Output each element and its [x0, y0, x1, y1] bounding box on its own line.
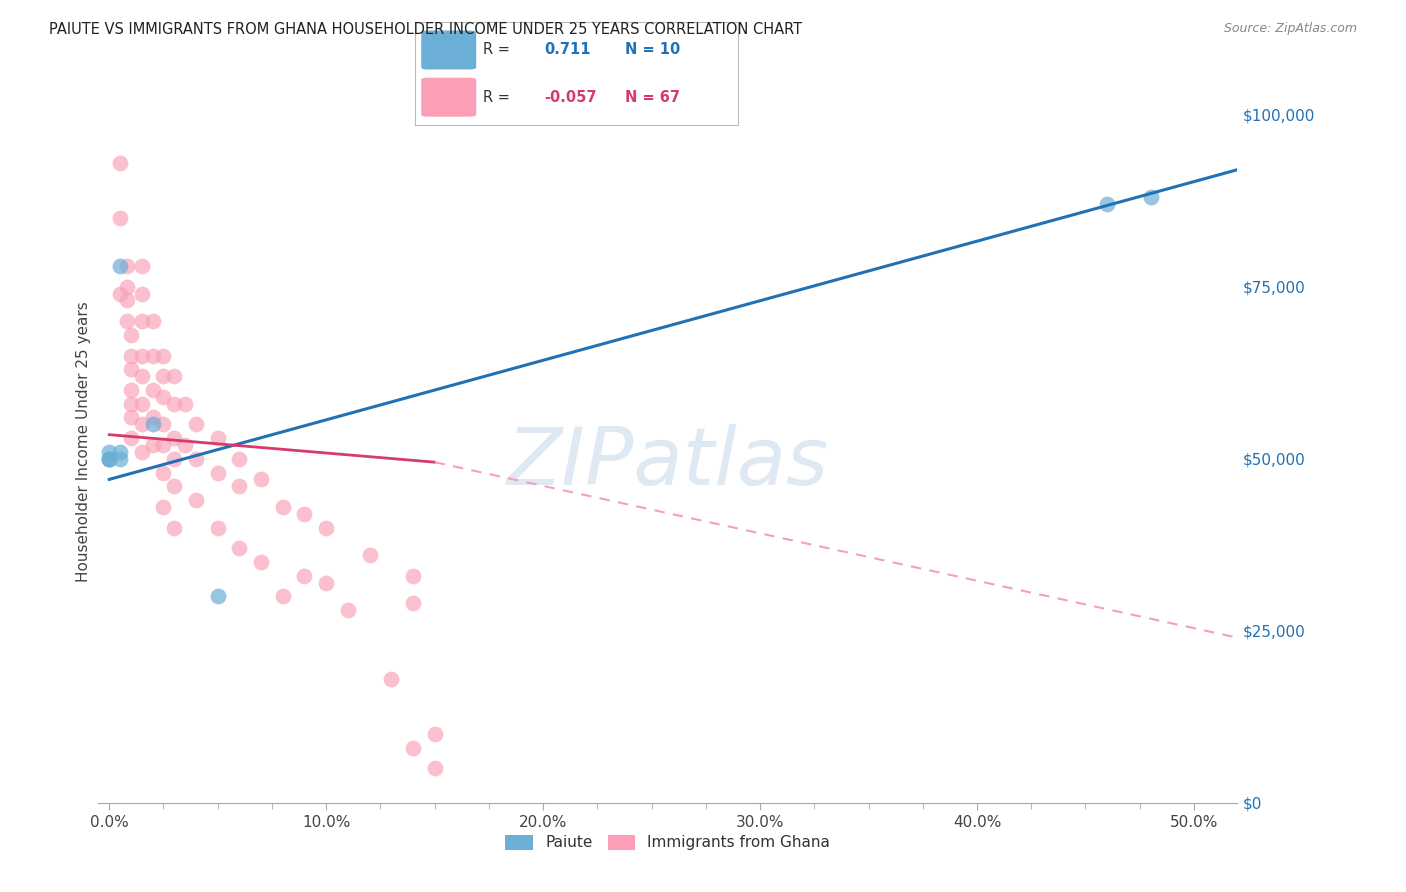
Point	[108, 156, 131, 170]
Point	[131, 349, 153, 363]
FancyBboxPatch shape	[422, 30, 477, 70]
Text: N = 67: N = 67	[624, 90, 681, 104]
Point	[142, 349, 165, 363]
Point	[207, 590, 229, 604]
Point	[152, 349, 174, 363]
Point	[108, 211, 131, 225]
Point	[184, 493, 207, 508]
Point	[98, 451, 121, 466]
Point	[120, 397, 142, 411]
Point	[131, 259, 153, 273]
Point	[120, 362, 142, 376]
Point	[1139, 190, 1161, 204]
Point	[294, 568, 316, 582]
Point	[142, 417, 165, 432]
Point	[294, 507, 316, 521]
Point	[152, 466, 174, 480]
Point	[152, 369, 174, 384]
Y-axis label: Householder Income Under 25 years: Householder Income Under 25 years	[76, 301, 91, 582]
Point	[228, 541, 250, 556]
Point	[131, 314, 153, 328]
Point	[271, 590, 294, 604]
Point	[423, 761, 446, 775]
Point	[115, 279, 138, 293]
Point	[228, 479, 250, 493]
Point	[207, 466, 229, 480]
Point	[228, 451, 250, 466]
Point	[115, 259, 138, 273]
Point	[142, 314, 165, 328]
Text: R =: R =	[482, 43, 509, 57]
Point	[131, 369, 153, 384]
Point	[120, 383, 142, 397]
Point	[207, 520, 229, 534]
Point	[380, 672, 402, 686]
Point	[207, 431, 229, 445]
Point	[120, 327, 142, 342]
Point	[142, 438, 165, 452]
Point	[152, 500, 174, 514]
Point	[98, 451, 121, 466]
FancyBboxPatch shape	[422, 78, 477, 117]
Text: Source: ZipAtlas.com: Source: ZipAtlas.com	[1223, 22, 1357, 36]
Point	[108, 445, 131, 459]
Text: ZIPatlas: ZIPatlas	[506, 425, 830, 502]
Point	[184, 451, 207, 466]
Text: R =: R =	[482, 90, 509, 104]
Point	[131, 417, 153, 432]
Point	[152, 390, 174, 404]
Point	[120, 349, 142, 363]
Point	[120, 431, 142, 445]
Point	[142, 383, 165, 397]
Point	[402, 568, 425, 582]
Point	[131, 397, 153, 411]
Point	[152, 438, 174, 452]
Text: N = 10: N = 10	[624, 43, 681, 57]
Point	[163, 369, 186, 384]
Point	[163, 479, 186, 493]
Point	[271, 500, 294, 514]
Point	[174, 397, 197, 411]
Point	[131, 445, 153, 459]
Point	[108, 286, 131, 301]
Point	[163, 397, 186, 411]
Point	[315, 520, 337, 534]
Point	[163, 520, 186, 534]
Legend: Paiute, Immigrants from Ghana: Paiute, Immigrants from Ghana	[499, 829, 837, 856]
Point	[163, 451, 186, 466]
Point	[250, 555, 273, 569]
Point	[402, 596, 425, 610]
Point	[1095, 197, 1118, 211]
Point	[152, 417, 174, 432]
Point	[402, 740, 425, 755]
Point	[315, 575, 337, 590]
Point	[250, 472, 273, 486]
Point	[98, 445, 121, 459]
Text: PAIUTE VS IMMIGRANTS FROM GHANA HOUSEHOLDER INCOME UNDER 25 YEARS CORRELATION CH: PAIUTE VS IMMIGRANTS FROM GHANA HOUSEHOL…	[49, 22, 803, 37]
Point	[142, 410, 165, 425]
Point	[98, 451, 121, 466]
Point	[336, 603, 359, 617]
Point	[108, 451, 131, 466]
Point	[120, 410, 142, 425]
Point	[423, 727, 446, 741]
Point	[131, 286, 153, 301]
Point	[359, 548, 381, 562]
Text: 0.711: 0.711	[544, 43, 591, 57]
Point	[184, 417, 207, 432]
Point	[115, 293, 138, 308]
Point	[108, 259, 131, 273]
Point	[174, 438, 197, 452]
Point	[163, 431, 186, 445]
Point	[115, 314, 138, 328]
Text: -0.057: -0.057	[544, 90, 596, 104]
